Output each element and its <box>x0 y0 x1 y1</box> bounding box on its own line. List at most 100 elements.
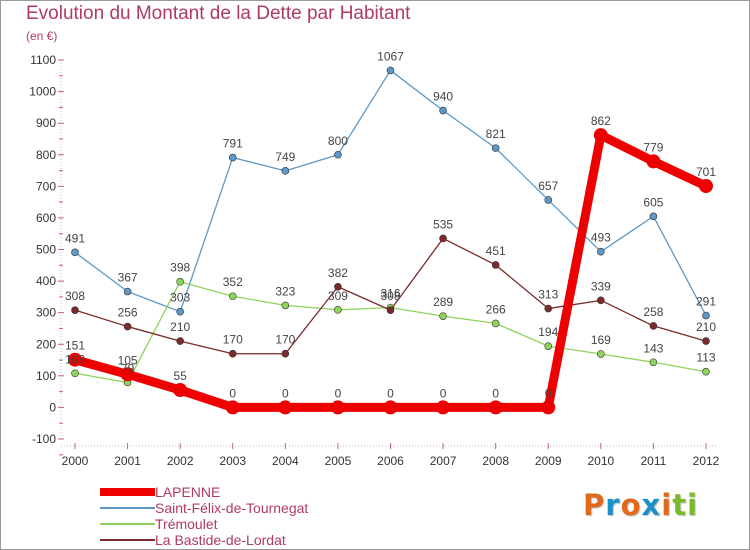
data-point[interactable] <box>386 306 395 314</box>
data-point[interactable] <box>228 153 237 162</box>
data-point[interactable] <box>597 247 605 256</box>
data-label: 779 <box>643 140 663 154</box>
data-label: 491 <box>65 231 85 245</box>
legend-swatch-saint-felix <box>100 507 155 509</box>
data-label: 352 <box>223 275 243 289</box>
data-point[interactable] <box>544 196 553 204</box>
data-point[interactable] <box>544 304 553 313</box>
data-label: 367 <box>118 271 138 285</box>
data-point[interactable] <box>120 367 135 382</box>
data-point[interactable] <box>68 352 82 367</box>
data-point[interactable] <box>228 292 237 301</box>
data-point[interactable] <box>491 319 500 328</box>
y-tick-label: 100 <box>36 369 56 383</box>
data-point[interactable] <box>383 400 398 415</box>
data-label: 55 <box>173 369 187 383</box>
legend-item-saint-felix[interactable]: Saint-Félix-de-Tournegat <box>100 500 400 516</box>
data-point[interactable] <box>699 179 713 194</box>
data-label: 382 <box>328 266 348 280</box>
data-point[interactable] <box>597 350 605 358</box>
data-label: 0 <box>282 386 289 400</box>
x-tick-label: 2008 <box>482 454 509 468</box>
data-label: 0 <box>387 386 394 400</box>
legend-item-tremoulet[interactable]: Trémoulet <box>100 516 400 532</box>
data-point[interactable] <box>541 400 556 415</box>
data-point[interactable] <box>646 154 661 169</box>
data-label: 1067 <box>377 49 404 63</box>
y-tick-label: 1100 <box>30 53 56 67</box>
data-point[interactable] <box>278 400 293 415</box>
data-point[interactable] <box>334 306 342 314</box>
data-label: 701 <box>696 165 716 179</box>
proxiti-logo: Proxiti <box>583 488 698 522</box>
data-point[interactable] <box>123 322 132 331</box>
data-point[interactable] <box>649 358 658 367</box>
data-label: 313 <box>538 288 558 302</box>
data-point[interactable] <box>334 282 342 291</box>
data-point[interactable] <box>488 400 503 415</box>
data-point[interactable] <box>281 301 290 310</box>
data-point[interactable] <box>439 106 447 115</box>
y-tick-label: 1000 <box>29 85 56 99</box>
data-point[interactable] <box>649 322 658 330</box>
data-point[interactable] <box>281 167 290 175</box>
data-point[interactable] <box>702 311 710 320</box>
legend-item-lapenne[interactable]: LAPENNE <box>100 484 400 500</box>
data-point[interactable] <box>702 367 710 376</box>
data-point[interactable] <box>491 261 500 269</box>
data-point[interactable] <box>544 342 553 350</box>
data-label: 821 <box>486 127 506 141</box>
y-tick-label: 300 <box>36 306 56 320</box>
data-label: 169 <box>591 333 611 347</box>
x-tick-label: 2003 <box>219 454 246 468</box>
x-tick-label: 2001 <box>114 454 141 468</box>
data-point[interactable] <box>123 287 132 296</box>
data-point[interactable] <box>176 337 184 345</box>
data-label: 289 <box>433 295 453 309</box>
data-point[interactable] <box>436 400 451 415</box>
data-label: 0 <box>545 386 552 400</box>
y-tick-label: 800 <box>36 148 56 162</box>
y-tick-label: 200 <box>36 337 56 351</box>
data-point[interactable] <box>176 277 184 286</box>
data-point[interactable] <box>439 312 447 320</box>
data-point[interactable] <box>173 383 188 398</box>
data-point[interactable] <box>597 296 605 305</box>
legend-swatch-la-bastide <box>100 539 155 541</box>
data-label: 0 <box>440 386 447 400</box>
legend-label: Trémoulet <box>155 516 218 532</box>
data-label: 862 <box>591 114 611 128</box>
data-point[interactable] <box>228 349 237 358</box>
data-label: 79 <box>121 361 135 375</box>
series-layer <box>68 66 713 415</box>
data-label: 170 <box>223 333 243 347</box>
data-point[interactable] <box>71 248 79 257</box>
data-point[interactable] <box>330 400 345 415</box>
data-label: 256 <box>118 306 138 320</box>
data-label: 316 <box>380 287 400 301</box>
y-tick-label: -100 <box>32 432 56 446</box>
data-label: 113 <box>696 351 715 365</box>
x-tick-label: 2009 <box>535 454 562 468</box>
data-point[interactable] <box>491 144 500 152</box>
data-point[interactable] <box>334 150 342 159</box>
data-point[interactable] <box>225 400 240 415</box>
series-line <box>74 69 707 317</box>
data-point[interactable] <box>71 369 79 378</box>
data-point[interactable] <box>702 337 710 345</box>
data-point[interactable] <box>649 212 658 221</box>
data-point[interactable] <box>593 128 608 143</box>
data-label: 108 <box>65 352 85 366</box>
x-tick-label: 2012 <box>693 454 720 468</box>
data-point[interactable] <box>386 66 395 75</box>
data-point[interactable] <box>71 306 79 314</box>
logo-letter: r <box>605 488 621 522</box>
x-tick-label: 2011 <box>641 454 667 468</box>
data-point[interactable] <box>176 307 184 316</box>
data-point[interactable] <box>439 234 447 243</box>
data-label: 398 <box>170 261 190 275</box>
data-label: 323 <box>275 284 295 298</box>
data-point[interactable] <box>281 349 290 358</box>
legend-item-la-bastide[interactable]: La Bastide-de-Lordat <box>100 532 400 548</box>
